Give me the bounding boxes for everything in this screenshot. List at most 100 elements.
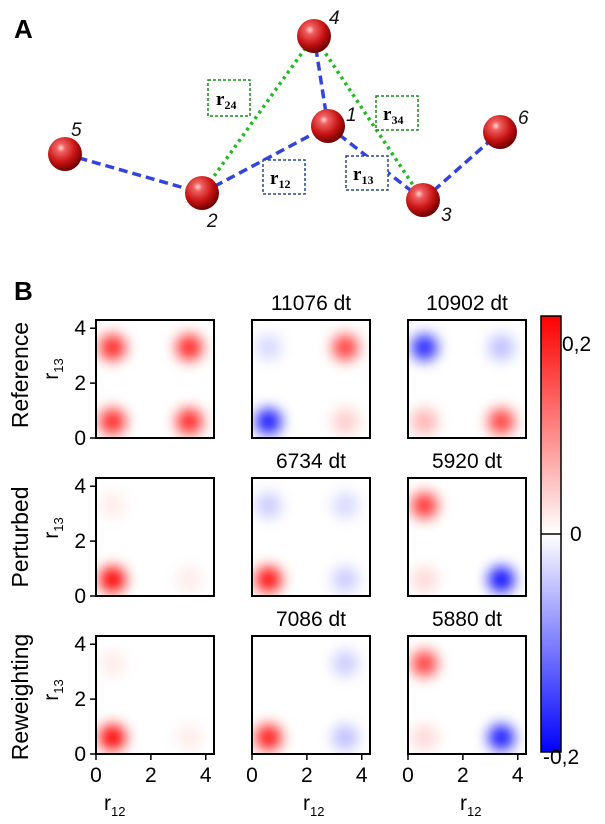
spheres bbox=[48, 19, 517, 217]
heatmap-blob bbox=[411, 408, 438, 435]
heatmap-blob bbox=[411, 334, 438, 361]
heatmap-blob bbox=[255, 334, 282, 361]
y-tick-label: 0 bbox=[74, 427, 86, 450]
heatmap-blob bbox=[332, 650, 359, 677]
panel-b: B Reference Perturbed Reweighting r13 r1… bbox=[7, 276, 591, 819]
colorbar-top-label: 0,2 bbox=[562, 333, 591, 356]
heatmap-cell-r3-c2: 7086 dt 0 2 4 bbox=[246, 608, 371, 787]
label-r13: r13 bbox=[345, 155, 389, 191]
heatmap-blob bbox=[488, 408, 515, 435]
x-tick-label: 0 bbox=[90, 764, 102, 787]
svg-text:r13: r13 bbox=[40, 358, 66, 379]
heatmap-blob bbox=[411, 650, 438, 677]
heatmap-blob bbox=[332, 492, 359, 519]
heatmap-blob bbox=[99, 334, 126, 361]
y-axis-title-row-2: r13 bbox=[40, 517, 66, 538]
heatmap-blob bbox=[99, 408, 126, 435]
x-axis-title-col-1: r12 bbox=[104, 792, 125, 819]
svg-text:r13: r13 bbox=[40, 517, 66, 538]
time-label-r3-c3: 5880 dt bbox=[432, 608, 502, 631]
time-label-r2-c2: 6734 dt bbox=[276, 450, 346, 473]
heatmap-blob bbox=[488, 334, 515, 361]
y-tick-label: 0 bbox=[74, 585, 86, 608]
heatmap-cell-r1-c3: 10902 dt bbox=[407, 292, 527, 439]
y-tick-label: 0 bbox=[74, 743, 86, 766]
heatmap-blobs bbox=[99, 334, 203, 435]
heatmap-blob bbox=[99, 566, 126, 593]
heatmap-blob bbox=[411, 492, 438, 519]
x-tick-label: 2 bbox=[457, 764, 469, 787]
label-r12: r12 bbox=[262, 159, 306, 195]
x-axis-title-col-3: r12 bbox=[460, 792, 481, 819]
x-tick-label: 0 bbox=[402, 764, 414, 787]
atom-5 bbox=[48, 137, 82, 171]
heatmap-blob bbox=[255, 492, 282, 519]
heatmap-frame bbox=[95, 319, 215, 439]
heatmap-frame bbox=[251, 635, 371, 755]
heatmap-blob bbox=[488, 566, 515, 593]
heatmap-blob bbox=[332, 566, 359, 593]
atom-label-2: 2 bbox=[206, 211, 218, 232]
distance-3-4 bbox=[312, 35, 425, 201]
heatmap-blob bbox=[411, 566, 438, 593]
heatmap-blob bbox=[176, 408, 203, 435]
y-tick-label: 4 bbox=[74, 633, 86, 656]
time-label-r1-c3: 10902 dt bbox=[426, 292, 508, 315]
time-label-r1-c2: 11076 dt bbox=[271, 292, 351, 315]
svg-text:r24: r24 bbox=[216, 89, 236, 112]
heatmap-cell-r2-c3: 5920 dt bbox=[407, 450, 527, 597]
heatmap-blobs bbox=[255, 492, 359, 593]
heatmap-blobs bbox=[255, 650, 359, 751]
heatmap-blobs bbox=[99, 650, 203, 751]
atom-label-6: 6 bbox=[518, 108, 529, 129]
heatmap-cell-r3-c3: 5880 dt 0 2 4 bbox=[402, 608, 527, 787]
heatmap-blob bbox=[255, 408, 282, 435]
heatmap-blob bbox=[411, 724, 438, 751]
heatmap-frame bbox=[407, 635, 527, 755]
atom-label-4: 4 bbox=[329, 8, 340, 29]
y-axis-title-row-1: r13 bbox=[40, 358, 66, 379]
x-tick-label: 2 bbox=[145, 764, 157, 787]
heatmap-blob bbox=[99, 650, 126, 677]
green-distances bbox=[200, 34, 425, 201]
heatmap-frame bbox=[95, 635, 215, 755]
y-axis-title-row-3: r13 bbox=[40, 679, 66, 700]
atom-3 bbox=[406, 183, 440, 217]
heatmap-blob bbox=[332, 724, 359, 751]
atom-label-5: 5 bbox=[71, 120, 82, 141]
row-label-reweighting: Reweighting bbox=[7, 634, 33, 761]
heatmap-cell-r3-c1: 0 2 4 0 2 4 bbox=[74, 633, 215, 787]
y-tick-label: 2 bbox=[74, 688, 86, 711]
heatmap-blobs bbox=[411, 650, 515, 751]
heatmap-blob bbox=[255, 724, 282, 751]
bond-5-2 bbox=[64, 152, 203, 195]
y-tick-label: 2 bbox=[74, 530, 86, 553]
heatmap-blobs bbox=[99, 492, 203, 593]
row-label-perturbed: Perturbed bbox=[7, 486, 33, 587]
heatmap-frame bbox=[251, 319, 371, 439]
row-label-reference: Reference bbox=[7, 322, 33, 428]
y-tick-label: 4 bbox=[74, 475, 86, 498]
svg-text:r13: r13 bbox=[353, 164, 373, 187]
y-tick-label: 2 bbox=[74, 372, 86, 395]
heatmap-blobs bbox=[411, 334, 515, 435]
label-r34: r34 bbox=[375, 95, 419, 131]
x-tick-label: 4 bbox=[356, 764, 368, 787]
heatmap-blob bbox=[176, 566, 203, 593]
heatmap-cell-r2-c1: 0 2 4 bbox=[74, 475, 215, 608]
time-label-r2-c3: 5920 dt bbox=[432, 450, 502, 473]
heatmap-blob bbox=[176, 334, 203, 361]
heatmap-blob bbox=[255, 566, 282, 593]
colorbar-bottom-label: -0,2 bbox=[543, 746, 579, 769]
atom-label-3: 3 bbox=[441, 205, 452, 226]
label-r24: r24 bbox=[207, 79, 251, 117]
heatmap-blob bbox=[176, 724, 203, 751]
svg-text:r12: r12 bbox=[270, 168, 290, 191]
bond-3-6 bbox=[421, 130, 502, 202]
heatmap-cell-r2-c2: 6734 dt bbox=[251, 450, 371, 597]
atom-6 bbox=[483, 115, 517, 149]
heatmap-blob bbox=[332, 334, 359, 361]
atom-2 bbox=[185, 176, 219, 210]
heatmap-frame bbox=[95, 477, 215, 597]
